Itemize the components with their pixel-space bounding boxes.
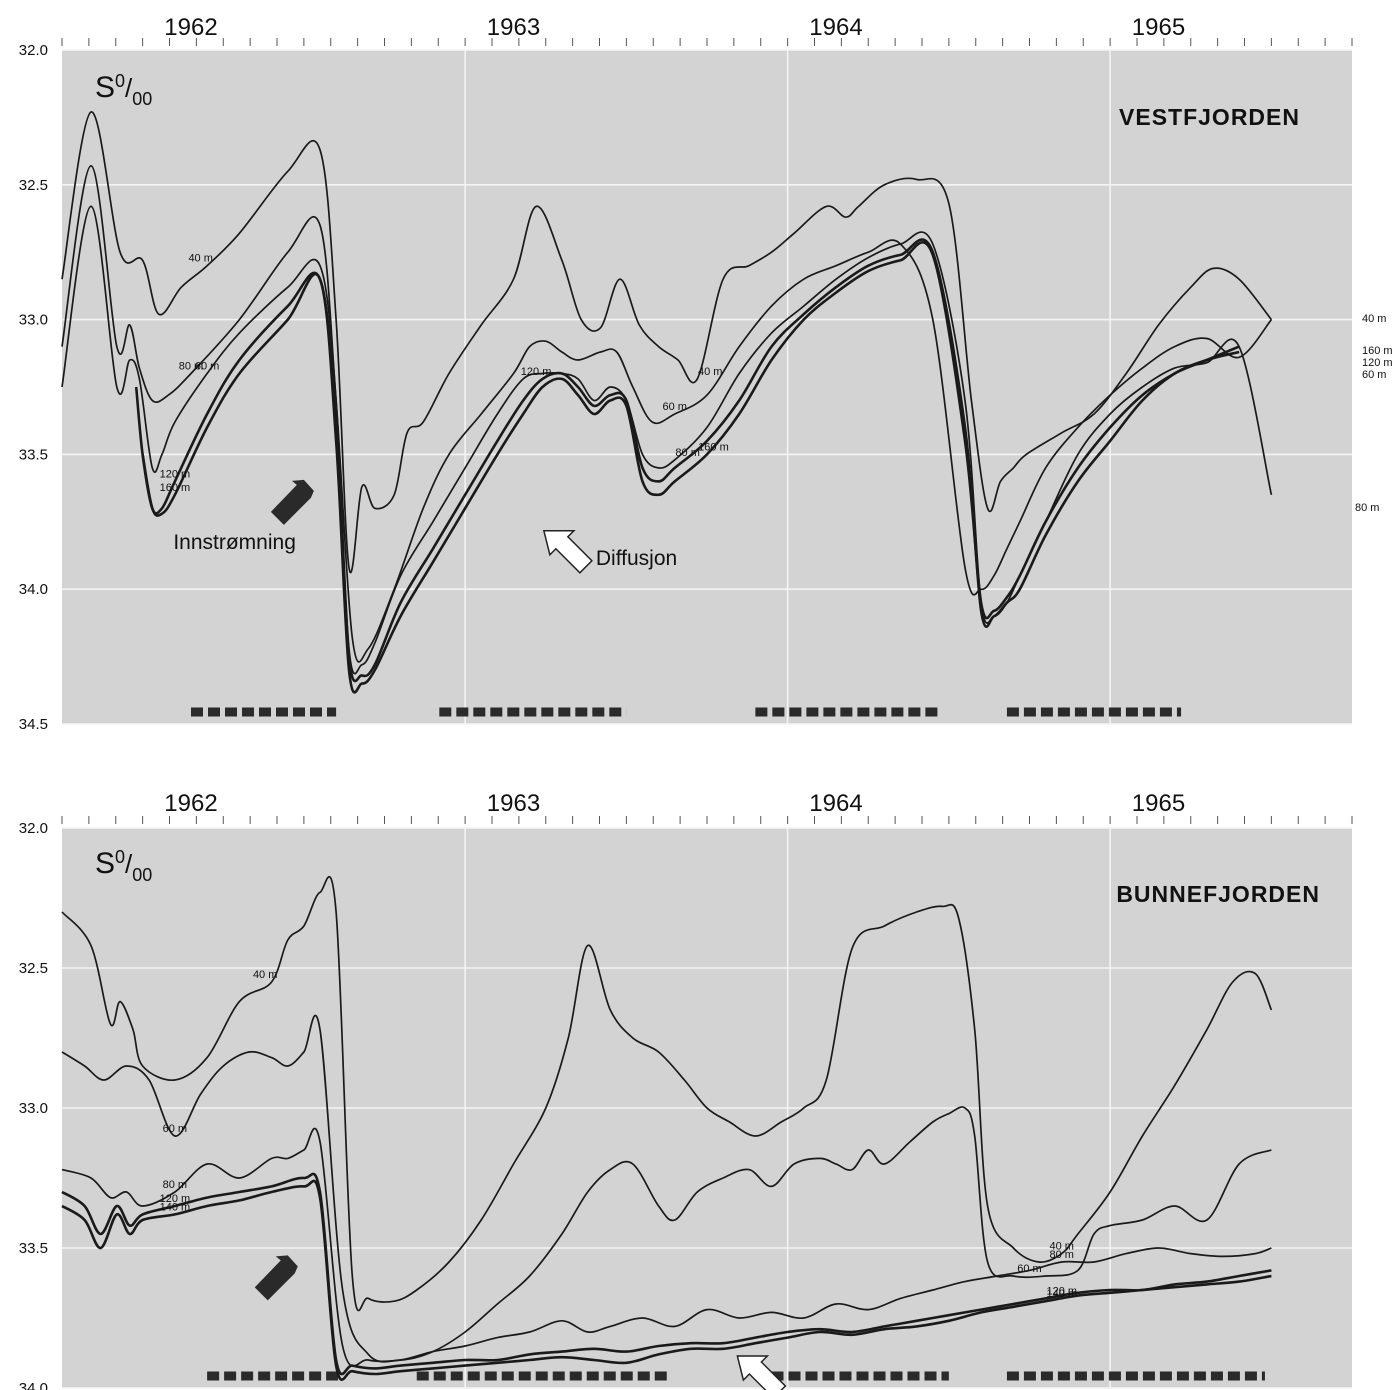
chart-title: VESTFJORDEN (1119, 104, 1300, 130)
y-tick-label: 32.5 (19, 960, 48, 977)
side-series-label: 80 m (1355, 502, 1379, 514)
series-label: 160 m (160, 482, 191, 494)
annotation-label: Diffusjon (596, 547, 677, 570)
series-label: 120 m (521, 366, 552, 378)
y-tick-label: 33.5 (19, 446, 48, 463)
year-label: 1964 (809, 14, 862, 41)
series-label: 40 m (188, 253, 212, 265)
panel-bunnefjorden: 32.0 32.5 33.0 33.5 34.0 1962 1963 1964 1965 S0/0… (19, 790, 1353, 1390)
series-line (61, 875, 1273, 1312)
y-tick-label: 32.0 (19, 42, 48, 59)
y-tick-label: 34.0 (19, 1380, 48, 1390)
series-line (61, 1014, 1272, 1363)
year-label: 1963 (487, 790, 540, 817)
diffusion-arrow-icon (542, 530, 593, 574)
year-label: 1963 (487, 14, 540, 41)
series-line (141, 241, 1240, 694)
inflow-arrow-icon (270, 479, 314, 525)
chart-title: BUNNEFJORDEN (1116, 881, 1320, 907)
year-label: 1965 (1132, 790, 1185, 817)
year-label: 1965 (1132, 14, 1185, 41)
y-tick-label: 32.0 (19, 820, 48, 837)
series-label: 80 m (163, 1179, 187, 1191)
side-series-label: 160 m (1362, 345, 1393, 357)
y-tick-label: 32.5 (19, 177, 48, 194)
series-line (61, 1172, 1272, 1376)
side-series-label: 120 m (1362, 357, 1393, 369)
plot-background (62, 50, 1352, 724)
series-line (61, 1127, 1272, 1367)
series-label: 80 m (1050, 1249, 1074, 1261)
series-label: 140 m (160, 1201, 191, 1213)
series-line (61, 165, 1273, 663)
series-label: 120 m (1046, 1285, 1077, 1297)
unit-label: S0/00 (95, 71, 152, 109)
panel-vestfjorden: 32.0 32.5 33.0 33.5 34.0 34.5 1962 1963 1964 1965… (19, 14, 1393, 733)
series-label: 80 m (179, 361, 203, 373)
year-label: 1962 (164, 14, 217, 41)
series-label: 140 m (1046, 1288, 1077, 1300)
diffusion-arrow-icon (736, 1355, 787, 1390)
series-label: 40 m (253, 969, 277, 981)
series-label: 60 m (195, 361, 219, 373)
series-label: 60 m (163, 1123, 187, 1135)
series-label: 120 m (160, 1193, 191, 1205)
year-label: 1964 (809, 790, 862, 817)
y-tick-label: 34.0 (19, 581, 48, 598)
series-label: 80 m (675, 447, 699, 459)
series-line (61, 205, 1273, 675)
series-line (61, 1179, 1272, 1382)
side-series-label: 40 m (1362, 313, 1386, 325)
y-tick-label: 33.0 (19, 1100, 48, 1117)
series-line (61, 111, 1273, 573)
inflow-arrow-icon (254, 1255, 298, 1301)
series-label: 40 m (698, 366, 722, 378)
series-label: 160 m (698, 441, 729, 453)
y-tick-label: 34.5 (19, 716, 48, 733)
unit-label: S0/00 (95, 847, 152, 885)
y-tick-label: 33.0 (19, 312, 48, 329)
series-label: 40 m (1050, 1241, 1074, 1253)
year-label: 1962 (164, 790, 217, 817)
annotation-label: Innstrømning (173, 531, 296, 554)
side-series-label: 60 m (1362, 369, 1386, 381)
y-tick-label: 33.5 (19, 1240, 48, 1257)
series-label: 60 m (663, 401, 687, 413)
